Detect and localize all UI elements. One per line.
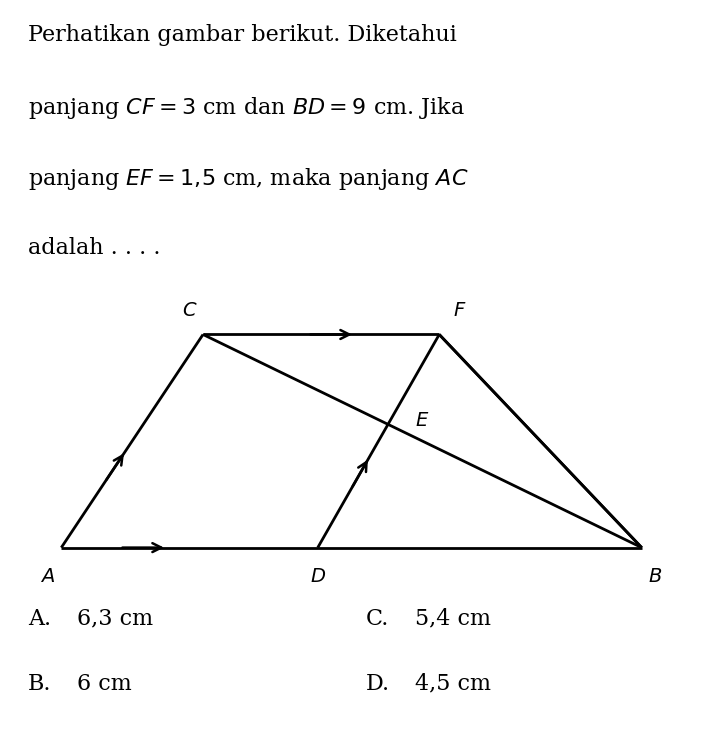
Text: $B$: $B$ [648,568,662,586]
Text: 4,5 cm: 4,5 cm [415,673,491,695]
Text: 5,4 cm: 5,4 cm [415,608,491,630]
Text: A.: A. [28,608,51,630]
Text: $F$: $F$ [453,302,466,320]
Text: $A$: $A$ [40,568,56,586]
Text: D.: D. [366,673,389,695]
Text: $D$: $D$ [310,568,325,586]
Text: B.: B. [28,673,51,695]
Text: adalah . . . .: adalah . . . . [28,237,160,259]
Text: panjang $EF = 1{,}5$ cm, maka panjang $AC$: panjang $EF = 1{,}5$ cm, maka panjang $A… [28,166,469,192]
Text: panjang $CF = 3$ cm dan $BD = 9$ cm. Jika: panjang $CF = 3$ cm dan $BD = 9$ cm. Jik… [28,95,465,121]
Text: Perhatikan gambar berikut. Diketahui: Perhatikan gambar berikut. Diketahui [28,24,457,46]
Text: 6 cm: 6 cm [77,673,132,695]
Text: $C$: $C$ [182,302,198,320]
Text: $E$: $E$ [415,412,430,431]
Text: C.: C. [366,608,389,630]
Text: 6,3 cm: 6,3 cm [77,608,153,630]
